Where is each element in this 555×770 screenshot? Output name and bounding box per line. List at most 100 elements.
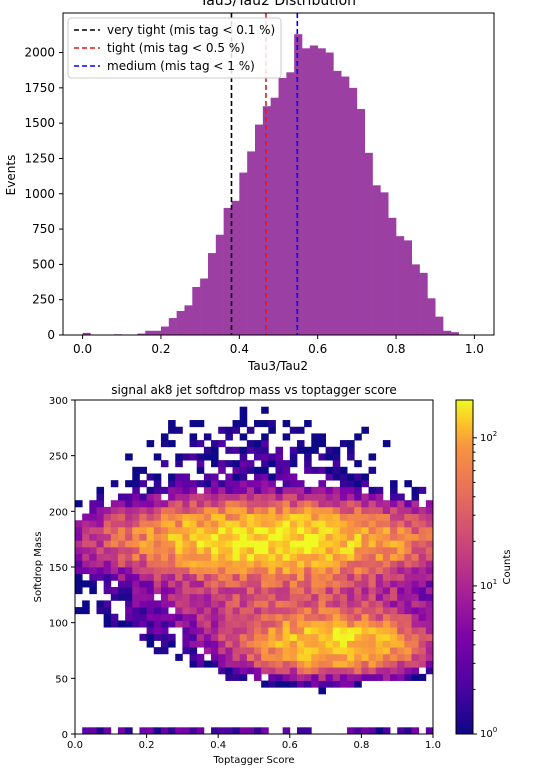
heatmap-cell [110,513,119,521]
heatmap-cell [211,660,219,668]
heatmap-cell [354,587,362,595]
heatmap-cell [160,567,169,575]
x-tick-label: 0.6 [282,740,298,751]
heatmap-cell [318,546,326,555]
heatmap-cell [182,533,190,541]
heatmap-cell [225,446,233,454]
heatmap-cell [75,567,83,575]
x-tick-label: 0.4 [210,740,226,751]
heatmap-cell [304,500,312,508]
heatmap-cell [304,453,312,461]
heatmap-cell [89,553,97,561]
heatmap-cell [261,460,269,468]
heatmap-cell [361,520,369,528]
heatmap-cell [160,633,169,641]
heatmap-cell [325,453,334,461]
heatmap-cell [361,607,369,615]
heatmap-cell [411,506,420,514]
heatmap-cell [125,506,133,514]
heatmap-cell [289,593,298,601]
heatmap-cell [418,633,427,641]
heatmap-cell [96,567,105,575]
heatmap-cell [254,653,262,661]
heatmap-cell [354,546,362,555]
heatmap-cell [375,613,384,621]
heatmap-cell [232,520,241,528]
heatmap-cell [239,620,248,628]
heatmap-cell [404,520,412,528]
heatmap-cell [268,546,276,555]
heatmap-cell [347,640,355,648]
heatmap-cell [125,727,133,735]
heatmap-cell [182,727,190,735]
heatmap-cell [332,446,341,454]
heatmap-cell [368,600,377,608]
heatmap-cell [347,620,355,628]
heatmap-cell [354,560,362,568]
heatmap-cell [296,587,305,595]
heatmap-cell [153,473,162,481]
heatmap-cell [239,560,248,568]
heatmap-cell [125,480,133,488]
heatmap-cell [146,533,155,541]
heatmap-cell [246,480,255,488]
heatmap-cell [289,580,298,588]
heatmap-cell [275,500,284,508]
heatmap-cell [160,647,169,655]
heatmap-cell [411,673,420,681]
heatmap-cell [110,560,119,568]
heatmap-cell [246,446,255,454]
heatmap-cell [311,627,319,635]
heatmap-cell [296,567,305,575]
heatmap-cell [296,680,305,688]
heatmap-cell [189,647,198,655]
heatmap-cell [404,660,412,668]
heatmap-cell [296,600,305,608]
heatmap-cell [282,673,291,681]
heatmap-cell [261,680,269,688]
heatmap-cell [304,553,312,561]
heatmap-cell [418,573,427,581]
heatmap-cell [211,500,219,508]
heatmap-cell [382,573,391,581]
heatmap-cell [132,500,140,508]
heatmap-cell [232,500,241,508]
heatmap-cell [168,420,176,428]
heatmap-cell [203,580,212,588]
heatmap-cell [368,640,377,648]
heatmap-cell [254,546,262,555]
heatmap-cell [325,533,334,541]
y-tick-label: 50 [55,674,68,685]
heatmap-cell [339,627,348,635]
heatmap-cell [425,633,434,641]
heatmap-cell [268,533,276,541]
heatmap-cell [354,600,362,608]
heatmap-cell [103,546,112,555]
heatmap-cell [354,660,362,668]
heatmap-cell [268,573,276,581]
heatmap-cell [196,466,205,474]
heatmap-cell [211,513,219,521]
heatmap-cell [89,560,97,568]
heatmap-cell [304,567,312,575]
heatmap-cell [354,607,362,615]
heatmap-cell [375,673,384,681]
heatmap-cell [397,540,405,548]
heatmap-cell [325,620,334,628]
heatmap-cell [325,607,334,615]
heatmap-cell [211,460,219,468]
heatmap-cell [254,540,262,548]
heatmap-cell [203,587,212,595]
heatmap-cell [196,553,205,561]
heatmap-cell [239,420,248,428]
heatmap-cell [425,573,434,581]
heatmap-cell [261,587,269,595]
heatmap-cell [246,633,255,641]
heatmap-cell [232,627,241,635]
heatmap-cell [239,466,248,474]
heatmap-cell [139,493,147,501]
heatmap-cell [339,660,348,668]
heatmap-cell [110,620,119,628]
heatmap-cell [182,520,190,528]
heatmap-cell [218,633,226,641]
